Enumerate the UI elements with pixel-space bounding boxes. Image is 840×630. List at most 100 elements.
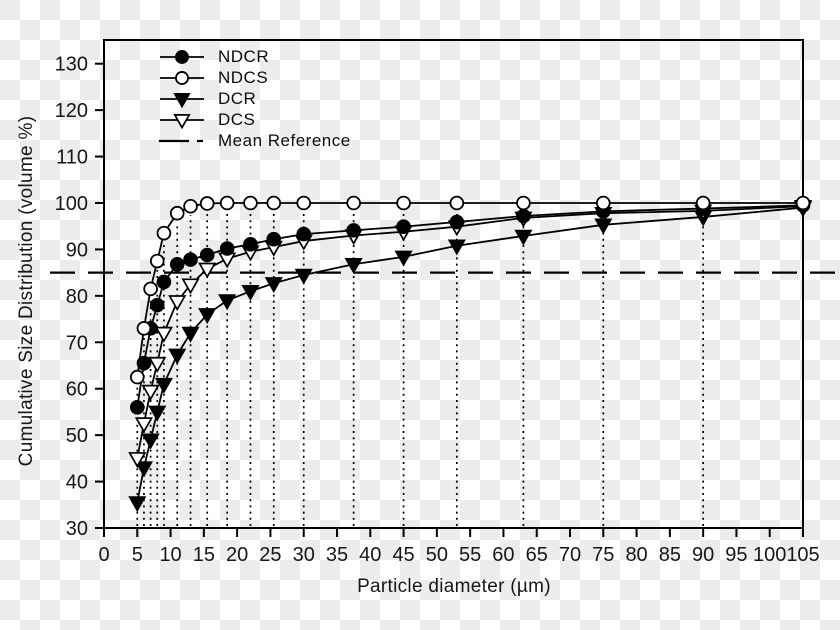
marker-filled-triangle-down (134, 461, 154, 478)
marker-filled-triangle-down (173, 92, 191, 108)
x-tick-label: 70 (559, 544, 581, 566)
marker-filled-circle (199, 247, 215, 263)
x-tick-label: 85 (659, 544, 681, 566)
marker-filled-circle (266, 231, 282, 247)
marker-open-triangle-down (168, 295, 187, 312)
marker-filled-triangle-down (141, 433, 160, 450)
y-axis-title: Cumulative Size Distribution (volume %) (16, 115, 37, 467)
x-tick-label: 90 (692, 544, 714, 566)
marker-open-triangle-down (141, 384, 160, 401)
marker-filled-triangle-down (241, 284, 260, 301)
x-tick-label: 35 (326, 544, 348, 566)
x-tick-label: 100 (753, 544, 786, 566)
x-tick-label: 60 (492, 544, 514, 566)
marker-open-circle (595, 195, 611, 211)
marker-filled-triangle-down (148, 405, 167, 422)
marker-filled-circle (396, 219, 411, 234)
legend-label: Mean Reference (218, 130, 351, 150)
legend-item-mean-reference: Mean Reference (159, 130, 351, 151)
plot-frame (103, 39, 804, 529)
marker-open-circle (129, 369, 145, 385)
y-tick-label: 40 (66, 472, 88, 494)
x-tick-label: 15 (193, 544, 215, 566)
marker-filled-circle (296, 226, 312, 242)
marker-open-circle (449, 195, 465, 211)
marker-open-circle (243, 195, 258, 211)
marker-filled-triangle-down (294, 268, 313, 285)
y-tick-label: 100 (55, 193, 88, 215)
x-tick-label: 0 (98, 544, 109, 566)
x-tick-label: 10 (159, 544, 181, 566)
marker-filled-circle (175, 49, 189, 64)
x-tick-label: 55 (459, 544, 481, 566)
marker-open-triangle-down (181, 278, 200, 295)
marker-filled-triangle-down (128, 496, 147, 513)
marker-filled-circle (183, 252, 198, 267)
marker-filled-triangle-down (394, 250, 413, 267)
y-tick-label: 110 (56, 147, 88, 169)
x-tick-label: 65 (526, 544, 548, 566)
marker-open-circle (795, 195, 811, 211)
marker-open-triangle-down (134, 417, 154, 434)
x-tick-label: 105 (786, 544, 819, 566)
marker-filled-circle (449, 214, 465, 230)
legend-item-dcs: DCS (159, 109, 351, 130)
series-markers-NDCR (129, 198, 811, 415)
x-tick-label: 30 (293, 544, 315, 566)
marker-open-circle (219, 195, 235, 211)
legend-label: DCR (218, 88, 257, 108)
marker-open-circle (143, 281, 158, 297)
x-axis-title: Particle diameter (µm) (357, 576, 551, 597)
marker-open-circle (396, 195, 411, 211)
y-tick-label: 80 (66, 286, 88, 308)
marker-open-circle (346, 195, 361, 211)
marker-filled-circle (169, 256, 185, 272)
marker-open-circle (169, 205, 185, 221)
marker-filled-triangle-down (181, 326, 200, 343)
marker-open-triangle-down (173, 113, 191, 129)
series-markers-NDCS (129, 195, 811, 385)
marker-filled-circle (156, 274, 172, 290)
legend-marker-dashed-line (159, 139, 203, 142)
marker-open-circle (296, 195, 312, 211)
series-markers-DCS (128, 199, 813, 469)
marker-filled-circle (149, 297, 165, 313)
marker-open-circle (156, 225, 172, 241)
legend-label: NDCS (218, 67, 269, 87)
y-tick-label: 70 (66, 332, 88, 354)
marker-filled-circle (516, 208, 531, 224)
legend-item-dcr: DCR (159, 88, 351, 109)
x-tick-label: 50 (426, 544, 448, 566)
marker-filled-triangle-down (198, 308, 217, 325)
marker-open-circle (199, 196, 215, 211)
marker-filled-triangle-down (218, 294, 237, 311)
legend-label: NDCR (218, 46, 270, 66)
marker-filled-triangle-down (264, 277, 283, 294)
x-tick-label: 95 (725, 544, 747, 566)
marker-open-circle (149, 253, 165, 269)
marker-open-circle (175, 70, 189, 85)
marker-filled-circle (346, 223, 361, 238)
marker-filled-triangle-down (344, 258, 363, 275)
y-tick-label: 120 (55, 100, 88, 122)
legend-label: DCS (218, 109, 256, 129)
x-tick-label: 25 (259, 544, 281, 566)
y-tick-label: 60 (66, 379, 88, 401)
legend-marker-open-triangle-down (160, 113, 204, 129)
legend: NDCR NDCS DCR DCS Mean Reference (159, 46, 351, 151)
marker-filled-circle (129, 399, 145, 415)
y-tick-label: 50 (66, 425, 88, 447)
marker-filled-triangle-down (168, 348, 187, 365)
marker-open-circle (266, 195, 282, 211)
legend-item-ndcs: NDCS (159, 67, 351, 88)
x-tick-label: 40 (359, 544, 381, 566)
marker-open-triangle-down (154, 326, 173, 343)
marker-open-circle (516, 195, 531, 211)
x-tick-label: 5 (132, 544, 143, 566)
marker-filled-circle (136, 355, 152, 371)
x-tick-label: 45 (392, 544, 414, 566)
legend-item-ndcr: NDCR (159, 46, 351, 67)
marker-filled-circle (243, 237, 258, 252)
